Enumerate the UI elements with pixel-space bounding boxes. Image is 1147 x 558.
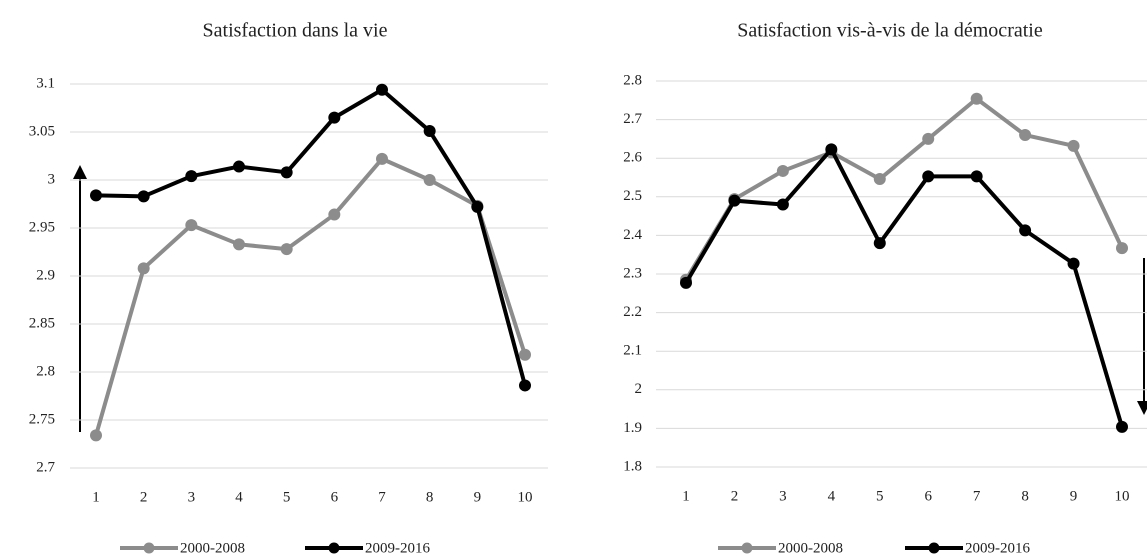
point: [185, 219, 198, 232]
chart-title: Satisfaction vis-à-vis de la démocratie: [737, 20, 1043, 42]
point: [728, 194, 741, 207]
point: [90, 189, 102, 202]
point: [137, 190, 150, 203]
point: [1116, 420, 1128, 433]
x-tick-label: 5: [283, 489, 291, 505]
y-tick-label: 3.1: [36, 75, 55, 91]
point: [970, 170, 983, 183]
point: [137, 262, 150, 275]
y-tick-label: 2.75: [29, 411, 55, 427]
point: [1019, 129, 1032, 142]
point: [1067, 139, 1080, 152]
point: [423, 125, 436, 138]
series-line: [95, 87, 527, 386]
x-tick-label: 9: [1070, 488, 1078, 504]
point: [423, 174, 436, 186]
y-tick-label: 2: [635, 381, 643, 397]
legend-marker: [741, 542, 753, 554]
point: [680, 276, 692, 289]
x-tick-label: 8: [1021, 488, 1029, 504]
legend-label: 2009-2016: [965, 540, 1030, 556]
point: [471, 200, 484, 213]
y-tick-label: 3: [48, 171, 56, 187]
point: [873, 173, 886, 186]
point: [970, 92, 983, 105]
point: [90, 429, 102, 442]
x-tick-label: 3: [779, 488, 787, 504]
point: [280, 166, 293, 179]
y-tick-label: 2.9: [36, 267, 55, 283]
point: [922, 132, 935, 145]
point: [233, 160, 245, 173]
point: [519, 379, 531, 392]
point: [328, 208, 341, 221]
y-tick-label: 2.8: [623, 72, 642, 88]
x-tick-label: 9: [474, 489, 482, 505]
x-tick-label: 6: [331, 489, 339, 505]
point: [1019, 224, 1032, 237]
series-line: [94, 156, 527, 436]
x-tick-label: 10: [518, 489, 533, 505]
x-tick-label: 6: [924, 488, 932, 504]
y-tick-label: 2.4: [623, 227, 642, 243]
x-tick-label: 1: [682, 488, 690, 504]
x-tick-label: 1: [92, 489, 100, 505]
legend-marker: [328, 542, 340, 554]
point: [280, 243, 293, 256]
x-tick-label: 7: [378, 489, 386, 505]
y-tick-label: 2.7: [623, 111, 642, 127]
y-tick-label: 1.9: [623, 420, 642, 436]
x-tick-label: 4: [235, 489, 243, 505]
legend-label: 2000-2008: [778, 540, 843, 556]
series-line: [684, 96, 1124, 281]
point: [873, 237, 886, 250]
x-tick-label: 2: [731, 488, 739, 504]
y-tick-label: 2.1: [623, 343, 642, 359]
x-tick-label: 8: [426, 489, 434, 505]
legend-label: 2000-2008: [180, 540, 245, 556]
x-tick-label: 7: [973, 488, 981, 504]
point: [1067, 257, 1080, 270]
y-tick-label: 2.3: [623, 265, 642, 281]
x-tick-label: 10: [1115, 488, 1130, 504]
legend-marker: [143, 542, 155, 554]
x-tick-label: 3: [188, 489, 196, 505]
point: [776, 198, 789, 211]
point: [519, 348, 531, 361]
y-tick-label: 3.05: [29, 123, 55, 139]
point: [328, 111, 341, 124]
point: [922, 170, 935, 183]
y-tick-label: 2.8: [36, 363, 55, 379]
y-tick-label: 2.2: [623, 304, 642, 320]
y-tick-label: 2.95: [29, 219, 55, 235]
chart-title: Satisfaction dans la vie: [203, 20, 388, 42]
y-tick-label: 2.6: [623, 150, 642, 166]
x-tick-label: 4: [828, 488, 836, 504]
legend-label: 2009-2016: [365, 540, 430, 556]
y-tick-label: 2.5: [623, 188, 642, 204]
point: [376, 152, 388, 165]
point: [233, 238, 245, 251]
point: [376, 83, 388, 96]
y-tick-label: 2.7: [36, 459, 55, 475]
point: [1116, 242, 1128, 255]
series-line: [684, 147, 1124, 428]
y-tick-label: 1.8: [623, 458, 642, 474]
point: [776, 164, 789, 177]
point: [825, 143, 838, 156]
y-tick-label: 2.85: [29, 315, 55, 331]
x-tick-label: 2: [140, 489, 148, 505]
x-tick-label: 5: [876, 488, 884, 504]
legend-marker: [928, 542, 940, 554]
point: [185, 170, 198, 183]
